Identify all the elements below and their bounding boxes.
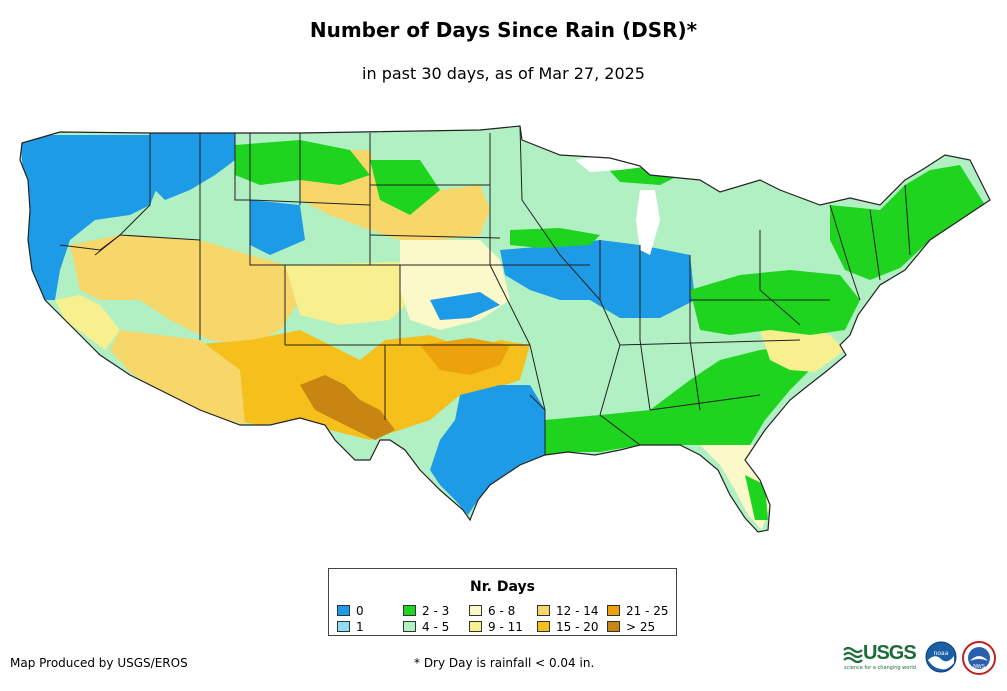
legend-swatch bbox=[469, 605, 482, 616]
legend-swatch bbox=[469, 621, 482, 632]
region-montana-2-3 bbox=[235, 140, 370, 185]
state-borders bbox=[19, 125, 991, 533]
nws-text: NWS bbox=[973, 664, 985, 670]
usgs-wave-icon bbox=[843, 646, 863, 664]
legend-label: 21 - 25 bbox=[626, 604, 669, 618]
region-idaho-montana-0 bbox=[150, 133, 235, 200]
legend-item: 21 - 25 bbox=[607, 605, 669, 618]
lake-superior bbox=[575, 150, 660, 172]
legend-swatch bbox=[607, 621, 620, 632]
legend-label: 2 - 3 bbox=[422, 604, 450, 618]
region-colorado-9-11 bbox=[285, 262, 410, 325]
region-midwest-0 bbox=[500, 240, 695, 318]
legend-item: 1 bbox=[337, 621, 364, 634]
map-subtitle: in past 30 days, as of Mar 27, 2025 bbox=[362, 64, 645, 83]
legend-swatch bbox=[403, 621, 416, 632]
noaa-logo: noaa bbox=[925, 641, 957, 673]
nws-logo: NWS bbox=[962, 641, 996, 675]
region-great-basin-12-14 bbox=[70, 235, 300, 345]
legend-title: Nr. Days bbox=[470, 579, 535, 595]
region-oklahoma-21-25 bbox=[420, 338, 510, 375]
region-pacific-west-0 bbox=[20, 135, 160, 300]
legend-swatch bbox=[337, 605, 350, 616]
map-title: Number of Days Since Rain (DSR)* bbox=[309, 18, 698, 42]
region-texas-west-25 bbox=[300, 375, 395, 440]
legend-label: 4 - 5 bbox=[422, 620, 450, 634]
legend-swatch bbox=[537, 605, 550, 616]
region-kansas-0 bbox=[430, 292, 500, 320]
legend-item: 15 - 20 bbox=[537, 621, 599, 634]
legend-label: > 25 bbox=[626, 620, 656, 634]
region-great-lakes-4-5 bbox=[700, 230, 830, 270]
usgs-logo: USGS science for a changing world bbox=[843, 642, 919, 672]
region-iowa-2-3 bbox=[510, 228, 600, 248]
legend-item: 2 - 3 bbox=[403, 605, 449, 618]
legend-item: 0 bbox=[337, 605, 364, 618]
region-carolinas-9-11 bbox=[760, 325, 845, 372]
region-southeast-2-3 bbox=[545, 345, 820, 455]
legend-item: 6 - 8 bbox=[469, 605, 515, 618]
region-wyoming-0 bbox=[250, 200, 305, 255]
legend-item: 4 - 5 bbox=[403, 621, 449, 634]
legend-label: 6 - 8 bbox=[488, 604, 516, 618]
legend-label: 1 bbox=[356, 620, 364, 634]
usgs-tagline: science for a changing world bbox=[844, 665, 916, 671]
legend-swatch bbox=[607, 605, 620, 616]
legend-label: 15 - 20 bbox=[556, 620, 599, 634]
usgs-name: USGS bbox=[863, 642, 917, 664]
legend-swatch bbox=[537, 621, 550, 632]
region-east-texas-0 bbox=[430, 385, 545, 515]
map-credit: Map Produced by USGS/EROS bbox=[10, 656, 188, 670]
lake-michigan bbox=[636, 190, 660, 255]
region-california-9-11 bbox=[55, 295, 120, 350]
region-dakota-2-3 bbox=[370, 160, 440, 215]
legend-label: 0 bbox=[356, 604, 364, 618]
region-arizona-12-14 bbox=[110, 330, 245, 425]
dry-day-footnote: * Dry Day is rainfall < 0.04 in. bbox=[414, 656, 595, 670]
legend: Nr. Days 0 1 2 - 3 4 - 5 6 - 8 9 - 11 12 - 14 1… bbox=[328, 568, 677, 636]
noaa-text: noaa bbox=[934, 650, 949, 657]
legend-item: 9 - 11 bbox=[469, 621, 523, 634]
legend-swatch bbox=[403, 605, 416, 616]
legend-item: 12 - 14 bbox=[537, 605, 599, 618]
legend-label: 9 - 11 bbox=[488, 620, 523, 634]
legend-swatch bbox=[337, 621, 350, 632]
legend-label: 12 - 14 bbox=[556, 604, 599, 618]
legend-item: > 25 bbox=[607, 621, 655, 634]
